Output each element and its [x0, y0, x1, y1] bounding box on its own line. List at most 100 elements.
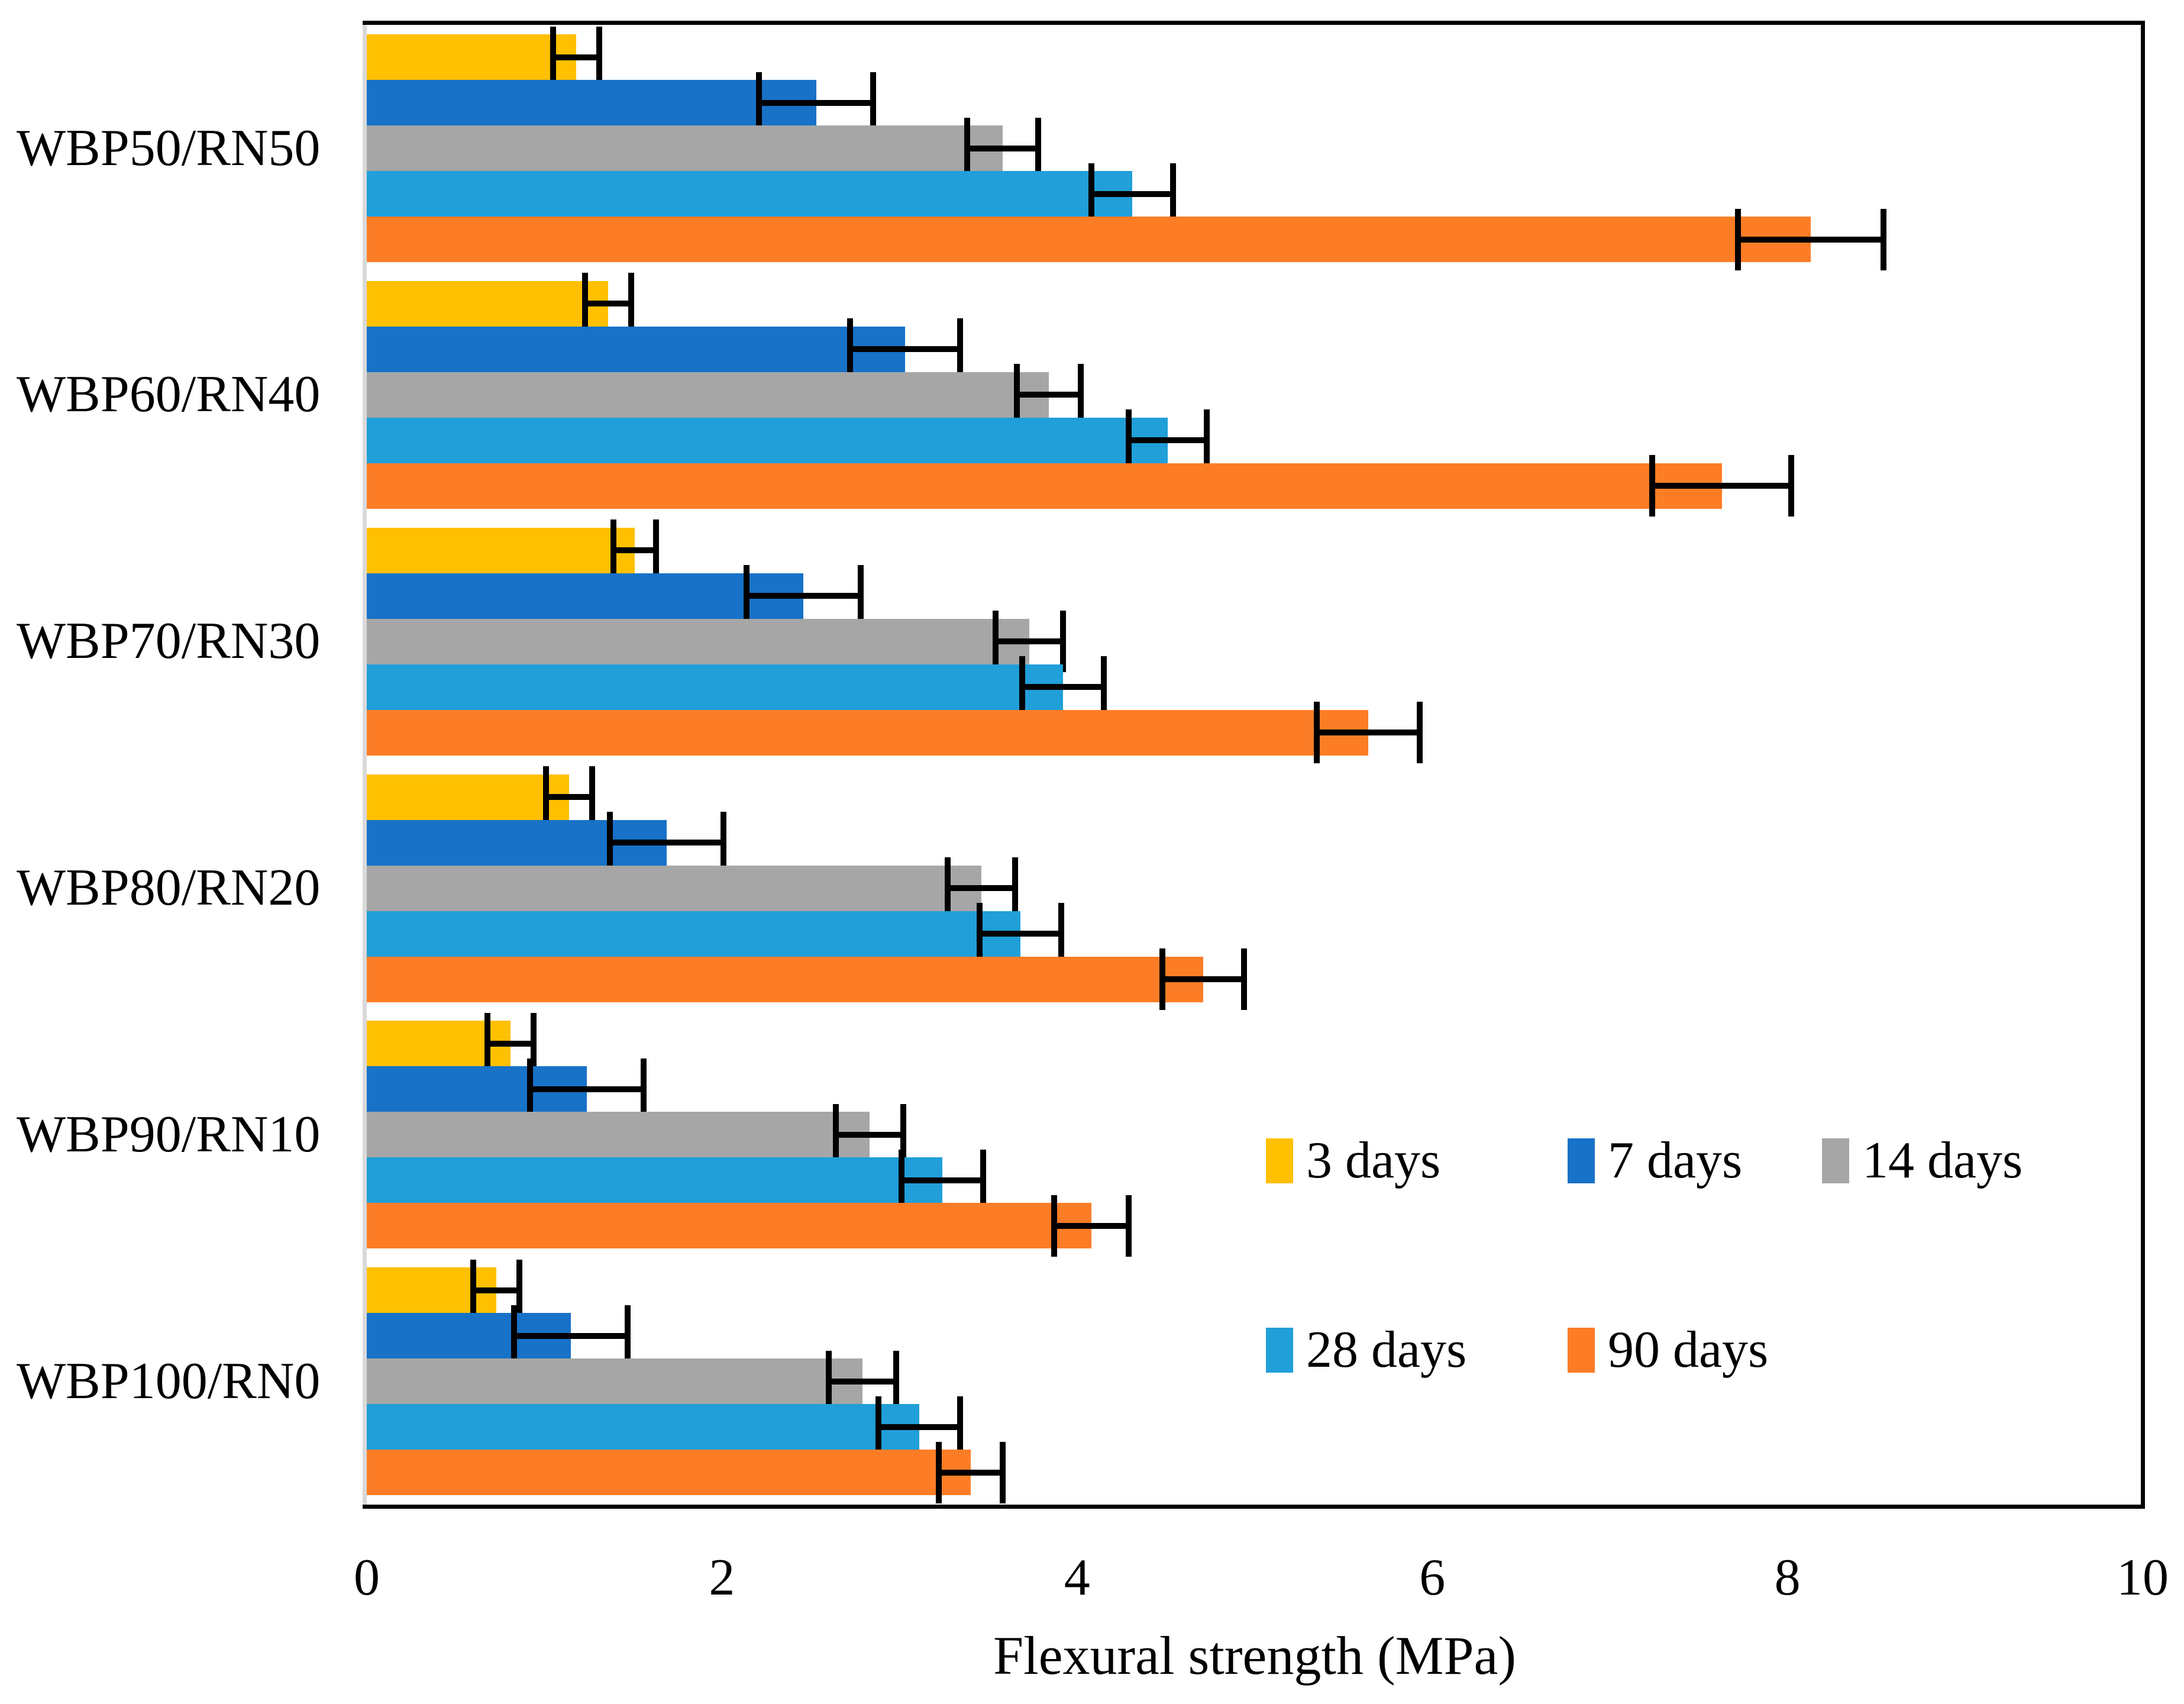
bar-90days-WBP60-RN40 — [367, 463, 1722, 509]
error-bar — [553, 54, 600, 60]
error-bar-cap-left — [744, 565, 750, 627]
x-axis-title: Flexural strength (MPa) — [993, 1625, 1517, 1686]
error-bar-cap-left — [1125, 409, 1132, 472]
error-bar-cap-right — [957, 318, 963, 380]
bar-90days-WBP50-RN50 — [367, 217, 1811, 262]
error-bar — [1091, 191, 1173, 197]
plot-border-right — [2141, 21, 2145, 1509]
error-bar-cap-left — [898, 1149, 904, 1211]
error-bar-cap-left — [1159, 948, 1165, 1010]
error-bar-cap-right — [516, 1259, 523, 1321]
error-bar-cap-left — [944, 857, 951, 919]
error-bar-cap-left — [527, 1058, 534, 1120]
legend-label-7days: 7 days — [1608, 1132, 1743, 1189]
error-bar — [1162, 976, 1244, 982]
bar-14days-WBP70-RN30 — [367, 618, 1029, 664]
error-bar-cap-left — [610, 519, 617, 582]
error-bar-cap-left — [1314, 702, 1320, 764]
bar-3days-WBP70-RN30 — [367, 527, 635, 573]
error-bar-cap-left — [875, 1396, 881, 1458]
error-bar-cap-right — [596, 26, 603, 88]
error-bar-cap-left — [550, 26, 557, 88]
bar-7days-WBP60-RN40 — [367, 326, 905, 372]
bar-14days-WBP50-RN50 — [367, 125, 1003, 171]
error-bar — [835, 1131, 903, 1138]
error-bar-cap-right — [1035, 117, 1041, 179]
error-bar — [901, 1177, 983, 1183]
error-bar — [1737, 236, 1883, 243]
error-bar-cap-left — [607, 812, 613, 873]
error-bar-cap-right — [870, 72, 876, 134]
error-bar-cap-right — [589, 766, 596, 828]
error-bar — [585, 301, 632, 307]
error-bar — [1016, 392, 1081, 398]
legend-swatch-7days — [1568, 1138, 1595, 1183]
bar-7days-WBP50-RN50 — [367, 80, 816, 125]
error-bar-cap-left — [976, 903, 983, 964]
error-bar — [1652, 483, 1791, 489]
legend-swatch-3days — [1266, 1138, 1293, 1183]
bar-28days-WBP60-RN40 — [367, 417, 1168, 463]
bar-28days-WBP70-RN30 — [367, 664, 1063, 710]
category-label: WBP50/RN50 — [17, 119, 321, 177]
bar-28days-WBP80-RN20 — [367, 911, 1020, 957]
error-bar — [530, 1086, 644, 1092]
error-bar-cap-left — [1013, 364, 1020, 426]
error-bar-cap-right — [980, 1149, 986, 1211]
category-label: WBP90/RN10 — [17, 1105, 321, 1163]
error-bar-cap-right — [1240, 948, 1247, 1010]
x-tick-label: 6 — [1419, 1549, 1446, 1606]
error-bar — [828, 1378, 896, 1384]
error-bar-cap-left — [825, 1350, 832, 1412]
legend-label-90days: 90 days — [1608, 1321, 1769, 1379]
error-bar — [546, 794, 593, 800]
bar-90days-WBP100-RN0 — [367, 1450, 971, 1496]
error-bar — [938, 1469, 1003, 1476]
bar-90days-WBP70-RN30 — [367, 709, 1369, 756]
error-bar-cap-left — [582, 273, 589, 335]
error-bar-cap-right — [1169, 163, 1176, 225]
error-bar-cap-right — [628, 273, 635, 335]
error-bar — [487, 1040, 534, 1047]
error-bar-cap-right — [625, 1305, 631, 1367]
bar-14days-WBP90-RN10 — [367, 1112, 870, 1158]
legend-swatch-90days — [1568, 1328, 1595, 1373]
category-label: WBP70/RN30 — [17, 612, 321, 670]
error-bar — [1022, 684, 1104, 690]
error-bar-cap-left — [1088, 163, 1094, 225]
legend-swatch-14days — [1822, 1138, 1849, 1183]
bar-14days-WBP60-RN40 — [367, 372, 1049, 418]
plot-border-bottom x-axis-line — [363, 1505, 2145, 1509]
error-bar-cap-right — [1059, 611, 1066, 673]
legend-label-14days: 14 days — [1862, 1132, 2023, 1189]
error-bar-cap-right — [1880, 208, 1886, 270]
error-bar — [610, 840, 724, 845]
error-bar — [995, 638, 1063, 645]
bar-3days-WBP60-RN40 — [367, 280, 609, 327]
error-bar — [1128, 437, 1207, 444]
error-bar-cap-left — [1649, 455, 1656, 517]
error-bar-cap-right — [1058, 903, 1064, 964]
error-bar-cap-right — [721, 812, 727, 873]
error-bar-cap-right — [1012, 857, 1018, 919]
error-bar-cap-left — [511, 1305, 518, 1367]
error-bar-cap-left — [832, 1103, 839, 1166]
error-bar-cap-right — [999, 1441, 1006, 1503]
error-bar — [1317, 730, 1420, 736]
error-bar-cap-left — [992, 611, 999, 673]
error-bar-cap-left — [935, 1441, 942, 1503]
legend-label-28days: 28 days — [1306, 1321, 1467, 1379]
error-bar — [759, 99, 873, 106]
error-bar-cap-right — [1077, 364, 1084, 426]
error-bar — [947, 885, 1015, 891]
error-bar-cap-left — [484, 1012, 491, 1074]
bar-28days-WBP90-RN10 — [367, 1157, 942, 1203]
category-label: WBP60/RN40 — [17, 366, 321, 424]
legend-label-3days: 3 days — [1306, 1132, 1441, 1189]
bar-7days-WBP70-RN30 — [367, 573, 804, 619]
plot-border-top — [363, 21, 2145, 25]
category-label: WBP100/RN0 — [17, 1352, 321, 1410]
error-bar-cap-right — [900, 1103, 906, 1166]
bar-3days-WBP50-RN50 — [367, 34, 577, 80]
